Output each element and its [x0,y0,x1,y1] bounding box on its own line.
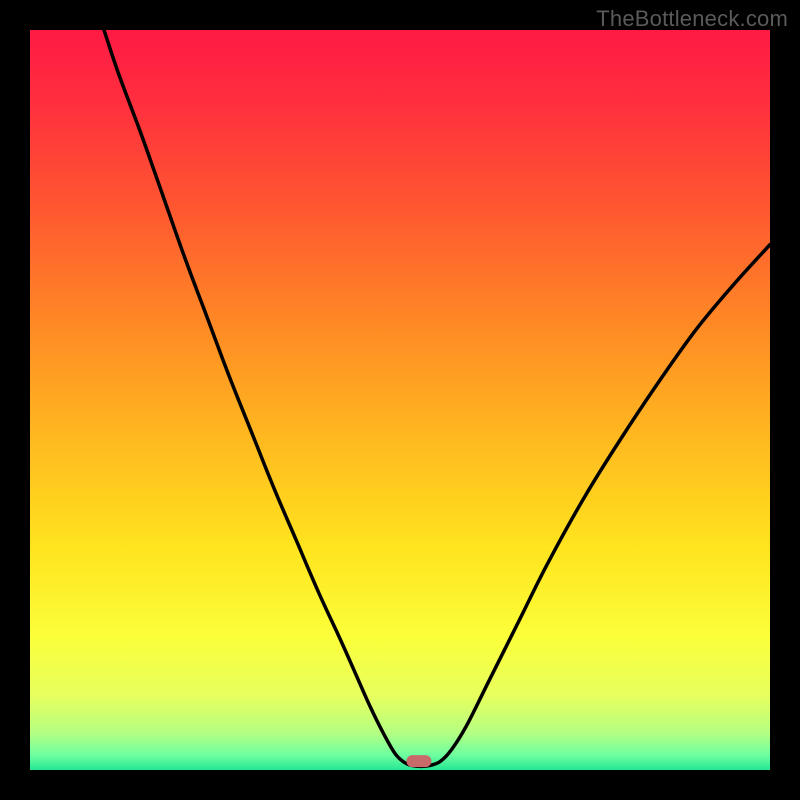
minimum-marker [406,755,431,767]
watermark-text: TheBottleneck.com [596,6,788,32]
bottleneck-curve [30,30,770,770]
plot-area [30,30,770,770]
chart-container: TheBottleneck.com [0,0,800,800]
